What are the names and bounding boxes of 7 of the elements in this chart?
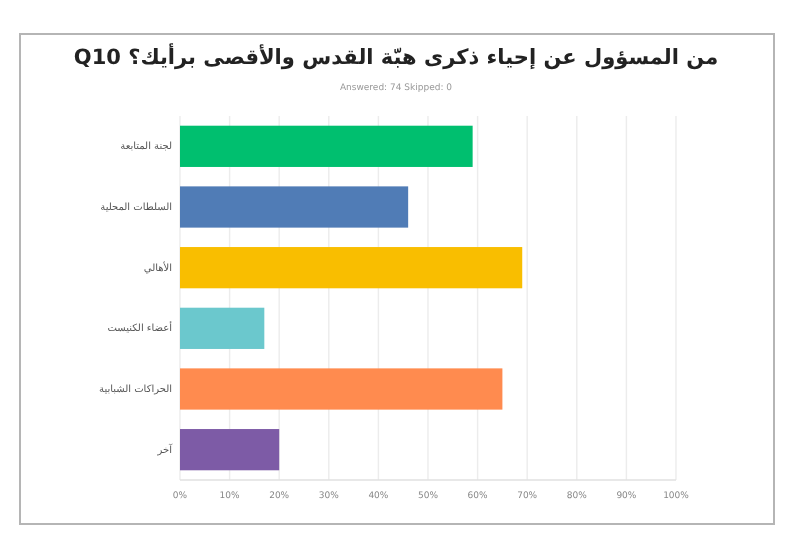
bar — [180, 186, 409, 228]
bar — [180, 368, 503, 410]
bar — [180, 247, 523, 289]
bar — [180, 125, 473, 167]
bar — [180, 307, 265, 349]
chart-title: من المسؤول عن إحياء ذكرى هبّة القدس والأقصى برأيك؟ Q10 — [73, 42, 719, 70]
bar — [180, 429, 280, 471]
